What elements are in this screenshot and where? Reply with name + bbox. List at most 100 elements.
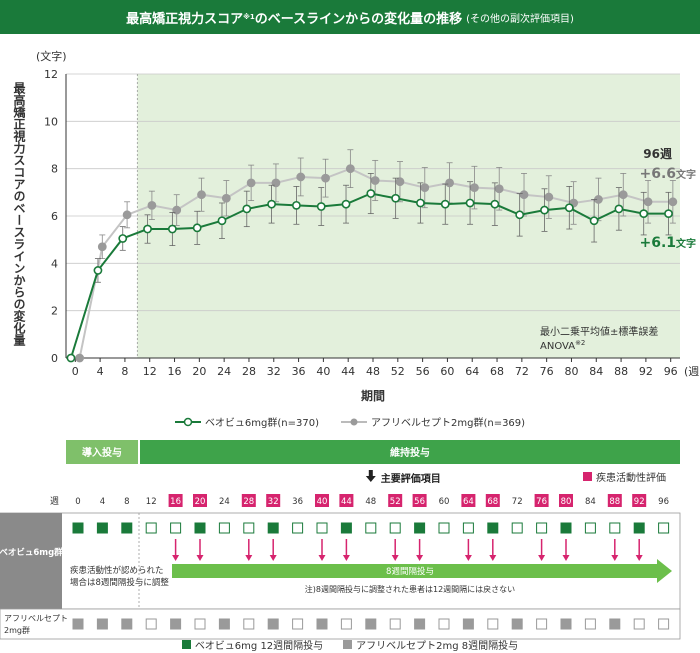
x-tick-label: 60 (440, 365, 454, 378)
beovu-empty-square (145, 522, 157, 534)
x-tick-label: 52 (391, 365, 405, 378)
legend-gray-item: アフリベルセプト2mg群(n=369) (341, 414, 525, 429)
x-unit-label: (週) (684, 365, 700, 378)
disease-activity-week-highlight (412, 494, 427, 507)
data-point-green (490, 199, 500, 209)
beovu-empty-square (243, 522, 255, 534)
x-tick-label: 28 (242, 365, 256, 378)
data-point-green (391, 193, 401, 203)
green-square-icon (181, 640, 191, 649)
adjustment-note-line1: 疾患活動性が認められた (70, 565, 164, 576)
data-point-gray (296, 172, 306, 182)
week-label: 88 (609, 497, 620, 507)
data-point-green (440, 199, 450, 209)
x-tick-label: 84 (589, 365, 603, 378)
disease-activity-arrowhead-icon (464, 555, 472, 561)
main-endpoint-arrow-icon (365, 470, 376, 482)
bottom-legend-green-label: ベオビュ6mg 12週間隔投与 (194, 641, 324, 652)
x-tick-label: 36 (292, 365, 306, 378)
disease-activity-arrowhead-icon (196, 555, 204, 561)
title-sub: (その他の副次評価項目) (466, 13, 574, 25)
x-tick-label: 8 (121, 365, 128, 378)
aflib-row-label-line1: アフリベルセプト (4, 614, 68, 623)
y-tick-label: 0 (51, 352, 58, 365)
data-point-gray (75, 353, 85, 363)
y-tick-label: 2 (51, 305, 58, 318)
x-tick-label: 64 (465, 365, 479, 378)
aflib-dose-square (96, 618, 108, 630)
data-point-gray (122, 210, 132, 220)
data-point-green (366, 189, 376, 198)
chart-legend: ベオビュ6mg群(n=370) アフリベルセプト2mg群(n=369) (0, 414, 700, 429)
x-tick-label: 48 (366, 365, 380, 378)
bottom-legend: ベオビュ6mg 12週間隔投与 アフリベルセプト2mg 8週間隔投与 (0, 637, 700, 652)
x-axis-title: 期間 (361, 388, 385, 403)
beovu-dose-square (633, 522, 645, 534)
aflib-empty-square (438, 618, 450, 630)
beovu-dose-square (560, 522, 572, 534)
disease-activity-week-highlight (461, 494, 476, 507)
disease-activity-arrowhead-icon (538, 555, 546, 561)
x-tick-label: 80 (564, 365, 578, 378)
aflib-empty-square (389, 618, 401, 630)
disease-activity-week-highlight (632, 494, 647, 507)
week-label: 68 (487, 497, 498, 507)
x-tick-label: 16 (168, 365, 182, 378)
y-tick-label: 8 (51, 163, 58, 176)
disease-activity-arrowhead-icon (635, 555, 643, 561)
disease-activity-arrowhead-icon (562, 555, 570, 561)
chart-title-bar: 最高矯正視力スコア ※1 のベースラインからの変化量の推移 (その他の副次評価項目) (0, 0, 700, 34)
beovu-empty-square (170, 522, 182, 534)
x-tick-label: 68 (490, 365, 504, 378)
data-point-gray (221, 193, 231, 203)
data-point-gray (643, 197, 653, 207)
data-point-green (465, 198, 475, 208)
data-point-gray (345, 164, 355, 174)
y-unit-label: (文字) (36, 49, 67, 63)
data-point-green (341, 199, 351, 209)
data-point-gray (618, 190, 628, 200)
y-tick-label: 12 (44, 68, 58, 81)
title-main: 最高矯正視力スコア (126, 11, 244, 27)
disease-activity-legend-icon (583, 472, 592, 481)
data-point-gray (519, 190, 529, 200)
x-tick-label: 24 (217, 365, 231, 378)
x-tick-label: 96 (664, 365, 678, 378)
week-label: 96 (658, 497, 669, 507)
beovu-empty-square (462, 522, 474, 534)
beovu-empty-square (584, 522, 596, 534)
maintenance-phase-bar (140, 440, 680, 464)
beovu-dose-square (340, 522, 352, 534)
aflib-empty-square (633, 618, 645, 630)
gray-final-unit: 文字 (676, 168, 696, 181)
adjustment-note-line2: 場合は8週間隔投与に調整 (70, 577, 169, 588)
aflib-empty-square (292, 618, 304, 630)
week-label: 32 (268, 497, 279, 507)
disease-activity-week-highlight (339, 494, 354, 507)
week-label: 64 (463, 497, 474, 507)
x-tick-label: 4 (97, 365, 104, 378)
x-tick-label: 76 (540, 365, 554, 378)
aflib-dose-square (560, 618, 572, 630)
data-point-gray (147, 200, 157, 210)
disease-activity-week-highlight (193, 494, 207, 507)
week-label: 28 (243, 497, 254, 507)
data-point-green (564, 203, 574, 213)
data-point-green (192, 223, 202, 233)
title-sup: ※1 (243, 13, 255, 21)
disease-activity-arrowhead-icon (245, 555, 253, 561)
disease-activity-week-highlight (534, 494, 549, 507)
beovu-empty-square (536, 522, 548, 534)
data-point-green (292, 200, 301, 210)
beovu-row-label: ベオビュ6mg群 (0, 547, 63, 558)
data-point-gray (668, 197, 678, 207)
beovu-dose-square (96, 522, 108, 534)
aflib-dose-square (609, 618, 621, 630)
disease-activity-arrowhead-icon (611, 555, 619, 561)
gray-square-icon (343, 640, 353, 649)
data-point-green (143, 224, 152, 234)
beovu-empty-square (389, 522, 401, 534)
data-point-green (416, 198, 425, 208)
